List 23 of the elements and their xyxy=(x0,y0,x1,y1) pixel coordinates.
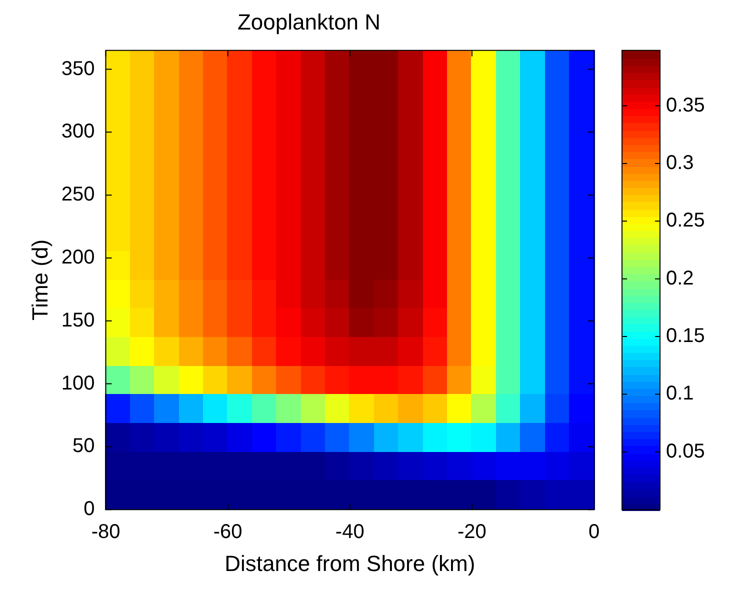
y-tick-label: 100 xyxy=(61,372,95,394)
color-bar-label: 0.2 xyxy=(666,267,694,290)
y-tick-label: 250 xyxy=(61,184,95,206)
color-bar-label: 0.05 xyxy=(666,440,705,462)
x-tick-label: 0 xyxy=(588,521,600,544)
x-tick-label: -60 xyxy=(213,521,242,544)
y-tick-label: 200 xyxy=(61,246,95,268)
x-tick-label: -20 xyxy=(457,521,486,544)
chart-title: Zooplankton N xyxy=(237,9,381,34)
y-tick-label: 300 xyxy=(61,120,95,143)
y-tick-label: 50 xyxy=(72,435,95,458)
color-bar-label: 0.1 xyxy=(666,382,694,405)
y-tick-label: 0 xyxy=(84,498,95,520)
x-axis-title: Distance from Shore (km) xyxy=(224,550,476,576)
x-tick-label: -80 xyxy=(91,521,120,544)
x-tick-label: -40 xyxy=(335,521,364,544)
color-bar-label: 0.25 xyxy=(666,210,705,232)
y-tick-label: 350 xyxy=(61,58,95,80)
color-bar-label: 0.15 xyxy=(666,325,705,348)
color-bar-label: 0.3 xyxy=(666,152,694,174)
y-axis-title: Time (d) xyxy=(27,239,52,321)
y-tick-label: 150 xyxy=(61,309,95,332)
color-bar-label: 0.35 xyxy=(666,94,705,116)
